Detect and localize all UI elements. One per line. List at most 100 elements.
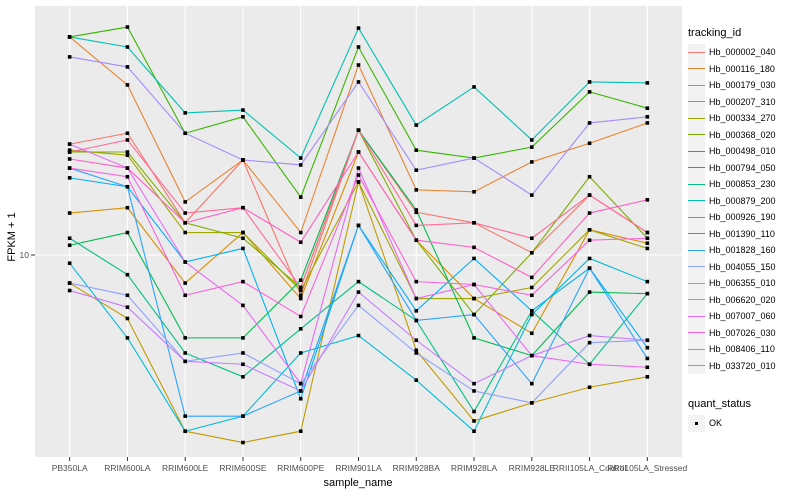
data-point xyxy=(241,246,245,251)
data-point xyxy=(645,338,650,343)
legend-key-line-icon xyxy=(688,167,705,169)
data-point xyxy=(414,148,419,152)
data-point xyxy=(587,211,592,215)
legend-item-label: Hb_004055_150 xyxy=(709,261,776,272)
data-point xyxy=(414,210,419,215)
data-point xyxy=(298,195,303,199)
data-point xyxy=(414,123,419,127)
data-point xyxy=(183,281,187,285)
data-point xyxy=(298,296,303,301)
data-point xyxy=(125,153,130,158)
legend-item-label: Hb_001828_160 xyxy=(709,245,776,256)
data-point xyxy=(298,389,303,393)
data-point xyxy=(587,121,592,125)
legend-item-Hb_001390_110: Hb_001390_110 xyxy=(688,225,800,243)
data-point xyxy=(125,25,130,29)
legend-key-box xyxy=(688,258,705,276)
legend-item-label: Hb_006620_020 xyxy=(709,294,776,305)
data-point xyxy=(125,166,130,170)
legend-key-box xyxy=(688,109,705,127)
data-point xyxy=(587,90,592,94)
data-point xyxy=(645,279,650,284)
data-point xyxy=(645,365,650,370)
legend-quant-status: quant_status OK xyxy=(688,398,800,432)
legend-item-ok: OK xyxy=(688,414,800,432)
data-point xyxy=(125,305,130,309)
data-point xyxy=(356,166,361,170)
legend-item-Hb_008406_110: Hb_008406_110 xyxy=(688,340,800,358)
data-point xyxy=(530,312,534,317)
legend-item-Hb_000368_020: Hb_000368_020 xyxy=(688,126,800,144)
legend-item-label: Hb_000926_190 xyxy=(709,212,776,223)
data-point xyxy=(530,285,534,290)
legend-key-box xyxy=(688,43,705,61)
data-point xyxy=(356,173,361,177)
ok-point-icon xyxy=(694,421,699,425)
data-point xyxy=(183,111,187,115)
data-point xyxy=(298,381,303,386)
x-axis-title: sample_name xyxy=(323,477,393,489)
x-tick-label-RRIM928LE: RRIM928LE xyxy=(508,463,555,473)
data-point xyxy=(530,145,534,149)
data-point xyxy=(183,220,187,225)
data-point xyxy=(530,353,534,358)
x-tick-label-RRIM928LA: RRIM928LA xyxy=(450,463,498,473)
legend-item-Hb_007007_060: Hb_007007_060 xyxy=(688,307,800,325)
data-point xyxy=(183,359,187,364)
data-point xyxy=(587,333,592,338)
data-point xyxy=(67,243,72,248)
data-point xyxy=(183,429,187,434)
data-point xyxy=(530,160,534,164)
legend-key-box xyxy=(688,175,705,193)
legend-key-box xyxy=(688,291,705,309)
data-point xyxy=(587,238,592,243)
data-point xyxy=(645,81,650,85)
data-point xyxy=(125,65,130,69)
legend-key-box xyxy=(688,192,705,210)
legend-key-line-icon xyxy=(688,282,705,284)
data-point xyxy=(241,158,245,162)
data-point xyxy=(125,138,130,142)
data-point xyxy=(298,230,303,235)
legend-item-label: Hb_000879_200 xyxy=(709,195,776,206)
data-point xyxy=(356,26,361,30)
legend-key-box xyxy=(688,324,705,342)
data-point xyxy=(414,378,419,382)
data-point xyxy=(645,291,650,296)
data-point xyxy=(472,85,476,89)
data-point xyxy=(472,381,476,386)
data-point xyxy=(125,83,130,87)
data-point xyxy=(414,318,419,323)
legend-item-label: Hb_000498_010 xyxy=(709,146,776,157)
legend-key-box xyxy=(688,414,705,432)
data-point xyxy=(67,236,72,241)
legend-key-line-icon xyxy=(688,216,705,218)
data-point xyxy=(414,188,419,192)
data-point xyxy=(125,131,130,136)
legend-key-line-icon xyxy=(688,266,705,268)
legend-item-label: Hb_006355_010 xyxy=(709,278,776,289)
legend-key-line-icon xyxy=(688,332,705,334)
data-point xyxy=(125,230,130,235)
data-point xyxy=(414,296,419,301)
data-point xyxy=(645,345,650,350)
data-point xyxy=(356,303,361,308)
data-point xyxy=(67,261,72,265)
data-point xyxy=(530,275,534,280)
data-point xyxy=(356,150,361,154)
legend-key-line-icon xyxy=(688,249,705,251)
data-point xyxy=(587,290,592,294)
legend-item-label: Hb_000179_030 xyxy=(709,80,776,91)
data-point xyxy=(125,272,130,277)
data-point xyxy=(530,331,534,336)
data-point xyxy=(125,293,130,298)
data-point xyxy=(241,351,245,355)
x-tick-label-RRIM928BA: RRIM928BA xyxy=(392,463,440,473)
data-point xyxy=(414,309,419,313)
legend-item-Hb_000794_050: Hb_000794_050 xyxy=(688,159,800,177)
legend-key-box xyxy=(688,274,705,292)
legend-item-Hb_000207_310: Hb_000207_310 xyxy=(688,93,800,111)
data-point xyxy=(298,396,303,401)
data-point xyxy=(241,115,245,119)
